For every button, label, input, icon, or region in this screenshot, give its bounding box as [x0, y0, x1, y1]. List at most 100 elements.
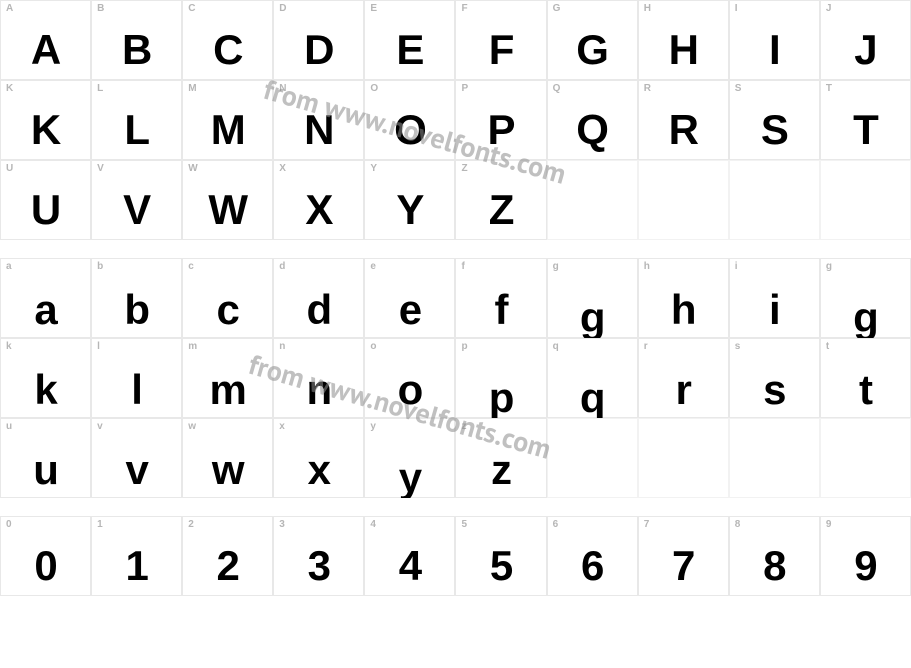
cell-glyph: 6	[581, 545, 603, 587]
glyph-cell: KK	[0, 80, 91, 160]
glyph-cell: OO	[364, 80, 455, 160]
cell-glyph: u	[33, 449, 58, 491]
cell-glyph: V	[123, 189, 150, 231]
cell-glyph: X	[305, 189, 332, 231]
cell-glyph: 0	[34, 545, 56, 587]
cell-key-label: C	[188, 3, 195, 14]
glyph-cell: WW	[182, 160, 273, 240]
section-spacer	[729, 240, 820, 258]
cell-key-label: Y	[370, 163, 377, 174]
cell-key-label: h	[644, 261, 650, 272]
cell-key-label: P	[461, 83, 468, 94]
cell-glyph: A	[31, 29, 60, 71]
cell-key-label: c	[188, 261, 194, 272]
cell-glyph: g	[853, 297, 878, 339]
glyph-cell	[547, 160, 638, 240]
glyph-cell	[820, 418, 911, 498]
cell-key-label: o	[370, 341, 376, 352]
cell-glyph: p	[489, 377, 514, 419]
cell-key-label: D	[279, 3, 286, 14]
cell-key-label: H	[644, 3, 651, 14]
glyph-cell: JJ	[820, 0, 911, 80]
cell-key-label: a	[6, 261, 12, 272]
cell-key-label: q	[553, 341, 559, 352]
cell-glyph: U	[31, 189, 60, 231]
cell-glyph: g	[580, 297, 605, 339]
cell-glyph: P	[488, 109, 515, 151]
glyph-cell: nn	[273, 338, 364, 418]
cell-key-label: J	[826, 3, 832, 14]
cell-key-label: O	[370, 83, 378, 94]
cell-glyph: F	[489, 29, 514, 71]
cell-key-label: i	[735, 261, 738, 272]
cell-key-label: l	[97, 341, 100, 352]
glyph-cell: pp	[455, 338, 546, 418]
glyph-cell: mm	[182, 338, 273, 418]
section-spacer	[273, 240, 364, 258]
cell-glyph: D	[304, 29, 333, 71]
cell-glyph: m	[210, 369, 246, 411]
cell-glyph: 4	[399, 545, 421, 587]
glyph-cell: VV	[91, 160, 182, 240]
section-spacer	[638, 240, 729, 258]
section-spacer	[547, 498, 638, 516]
glyph-cell: hh	[638, 258, 729, 338]
cell-key-label: I	[735, 3, 738, 14]
cell-glyph: c	[217, 289, 239, 331]
glyph-cell: BB	[91, 0, 182, 80]
glyph-cell: ii	[729, 258, 820, 338]
cell-key-label: M	[188, 83, 196, 94]
cell-glyph: S	[761, 109, 788, 151]
section-spacer	[547, 240, 638, 258]
glyph-cell: SS	[729, 80, 820, 160]
glyph-cell: AA	[0, 0, 91, 80]
cell-key-label: u	[6, 421, 12, 432]
glyph-cell: EE	[364, 0, 455, 80]
glyph-cell: xx	[273, 418, 364, 498]
cell-glyph: 5	[490, 545, 512, 587]
cell-glyph: b	[124, 289, 149, 331]
cell-glyph: I	[769, 29, 780, 71]
glyph-cell: ZZ	[455, 160, 546, 240]
glyph-cell: 33	[273, 516, 364, 596]
section-spacer	[820, 498, 911, 516]
cell-glyph: G	[576, 29, 608, 71]
cell-key-label: 5	[461, 519, 467, 530]
cell-key-label: A	[6, 3, 13, 14]
glyph-cell: kk	[0, 338, 91, 418]
glyph-cell: LL	[91, 80, 182, 160]
cell-key-label: 1	[97, 519, 103, 530]
cell-key-label: G	[553, 3, 561, 14]
cell-glyph: W	[208, 189, 247, 231]
section-spacer	[91, 240, 182, 258]
section-spacer	[820, 240, 911, 258]
glyph-cell: MM	[182, 80, 273, 160]
cell-key-label: w	[188, 421, 196, 432]
cell-key-label: d	[279, 261, 285, 272]
glyph-cell: NN	[273, 80, 364, 160]
cell-key-label: F	[461, 3, 467, 14]
glyph-cell	[729, 160, 820, 240]
cell-key-label: 2	[188, 519, 194, 530]
cell-glyph: a	[34, 289, 56, 331]
cell-key-label: 0	[6, 519, 12, 530]
glyph-cell: ss	[729, 338, 820, 418]
cell-glyph: o	[398, 369, 423, 411]
cell-glyph: C	[213, 29, 242, 71]
cell-key-label: 6	[553, 519, 559, 530]
glyph-cell: rr	[638, 338, 729, 418]
glyph-cell: zz	[455, 418, 546, 498]
cell-key-label: v	[97, 421, 103, 432]
glyph-cell: qq	[547, 338, 638, 418]
cell-glyph: J	[854, 29, 876, 71]
glyph-cell: GG	[547, 0, 638, 80]
section-spacer	[0, 498, 91, 516]
cell-key-label: g	[553, 261, 559, 272]
glyph-cell: yy	[364, 418, 455, 498]
glyph-cell: 77	[638, 516, 729, 596]
glyph-cell: HH	[638, 0, 729, 80]
cell-key-label: r	[644, 341, 648, 352]
cell-glyph: Z	[489, 189, 514, 231]
cell-key-label: p	[461, 341, 467, 352]
glyph-grid: AABBCCDDEEFFGGHHIIJJKKLLMMNNOOPPQQRRSSTT…	[0, 0, 911, 596]
